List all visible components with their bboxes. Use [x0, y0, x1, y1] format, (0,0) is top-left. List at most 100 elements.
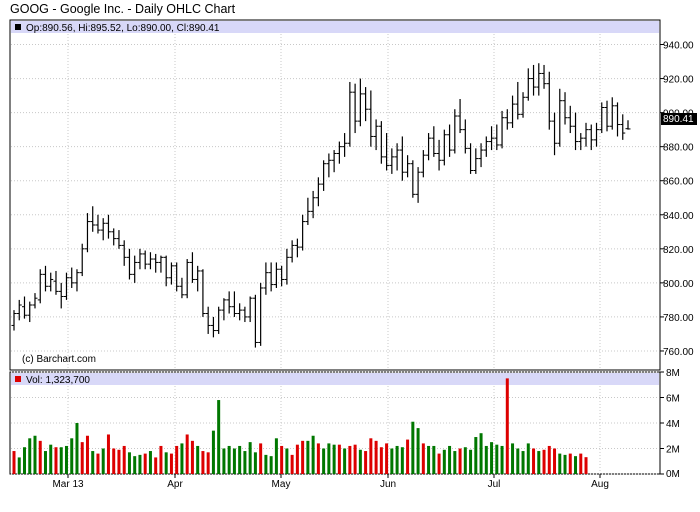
price-tick-label: 920.00: [663, 75, 694, 86]
volume-bar: [222, 448, 226, 474]
ohlc-bar: [457, 98, 463, 134]
volume-axis: 8M 6M 4M 2M 0M: [660, 368, 680, 480]
ohlc-bar: [121, 240, 127, 266]
volume-bar: [38, 440, 42, 474]
ohlc-bar: [289, 240, 295, 263]
volume-bar: [353, 444, 357, 474]
volume-bar: [542, 449, 546, 474]
volume-bar: [264, 454, 268, 474]
volume-bar: [442, 449, 446, 474]
ohlc-bar: [147, 252, 153, 270]
ohlc-bar: [336, 141, 342, 164]
volume-bar: [584, 457, 588, 474]
volume-bar: [516, 448, 520, 474]
ohlc-bar: [620, 114, 626, 140]
ohlc-bar: [415, 167, 421, 203]
ohlc-bar: [405, 155, 411, 178]
ohlc-bar: [242, 306, 248, 323]
ohlc-bar: [321, 160, 327, 191]
price-tick-label: 760.00: [663, 347, 694, 358]
ohlc-bar: [541, 64, 547, 89]
ohlc-bar: [126, 248, 132, 280]
volume-bar: [479, 433, 483, 474]
volume-bar: [28, 438, 32, 474]
ohlc-bar: [111, 228, 117, 246]
ohlc-bar: [95, 214, 101, 234]
ohlc-bar: [441, 129, 447, 166]
ohlc-bar: [195, 265, 201, 292]
volume-bar: [406, 439, 410, 474]
volume-tick-label: 2M: [666, 445, 680, 456]
volume-bar: [164, 452, 168, 474]
price-legend: Op:890.56, Hi:895.52, Lo:890.00, Cl:890.…: [26, 23, 220, 34]
ohlc-bar: [599, 102, 605, 134]
ohlc-bar: [557, 88, 563, 147]
ohlc-bar: [331, 150, 337, 173]
ohlc-bar: [226, 291, 232, 314]
ohlc-bar: [573, 112, 579, 151]
volume-bar: [259, 443, 263, 474]
volume-tick-label: 4M: [666, 419, 680, 430]
volume-bar: [96, 453, 100, 474]
volume-bar: [54, 447, 58, 474]
price-axis: 940.00920.00900.00880.00860.00840.00820.…: [660, 41, 694, 358]
ohlc-bar: [426, 133, 432, 161]
ohlc-bar: [284, 248, 290, 285]
ohlc-bar: [184, 259, 190, 299]
volume-bar: [484, 445, 488, 474]
ohlc-bar: [552, 112, 558, 156]
volume-tick-label: 8M: [666, 368, 680, 379]
ohlc-bar: [520, 92, 526, 118]
ohlc-bar: [489, 126, 495, 151]
ohlc-bar: [205, 306, 211, 334]
ohlc-bar: [478, 143, 484, 168]
last-price-tag: [661, 113, 697, 125]
ohlc-bar: [153, 253, 159, 273]
volume-bar: [532, 448, 536, 474]
ohlc-bars: [11, 63, 631, 348]
ohlc-bar: [42, 265, 48, 292]
volume-bar: [458, 448, 462, 474]
ohlc-bar: [378, 121, 384, 164]
volume-bar: [238, 445, 242, 474]
ohlc-bar: [231, 291, 237, 317]
ohlc-bar: [494, 124, 500, 151]
volume-bar: [248, 442, 252, 474]
volume-bar: [243, 451, 247, 474]
volume-bar: [64, 445, 68, 474]
watermark: (c) Barchart.com: [22, 354, 96, 365]
volume-bar: [311, 435, 315, 474]
ohlc-bar: [531, 64, 537, 96]
ohlc-bar: [268, 262, 274, 292]
volume-bar: [537, 451, 541, 474]
volume-bar: [274, 438, 278, 474]
volume-bar: [358, 449, 362, 474]
ohlc-bar: [252, 294, 258, 348]
ohlc-bar: [189, 252, 195, 283]
volume-bar: [253, 452, 257, 474]
volume-bar: [59, 447, 63, 474]
volume-bar: [70, 438, 74, 474]
volume-bar: [322, 448, 326, 474]
price-tick-label: 940.00: [663, 41, 694, 52]
ohlc-bar: [237, 303, 243, 321]
volume-bar: [154, 457, 158, 474]
volume-bar: [348, 445, 352, 474]
ohlc-bar: [431, 126, 437, 157]
ohlc-bar: [609, 97, 615, 130]
volume-tick-label: 6M: [666, 394, 680, 405]
volume-bar: [343, 448, 347, 474]
date-tick-label: Mar 13: [52, 479, 84, 490]
volume-bar: [316, 443, 320, 474]
ohlc-bar: [373, 119, 379, 151]
volume-bar: [49, 444, 53, 474]
ohlc-bar: [53, 270, 59, 295]
ohlc-bar: [105, 214, 111, 239]
date-tick-label: Aug: [591, 479, 609, 490]
ohlc-bar: [132, 255, 138, 283]
volume-bar: [432, 445, 436, 474]
volume-bar: [33, 435, 37, 474]
volume-bar: [521, 451, 525, 474]
ohlc-bar: [410, 160, 416, 198]
ohlc-bar: [615, 102, 621, 137]
